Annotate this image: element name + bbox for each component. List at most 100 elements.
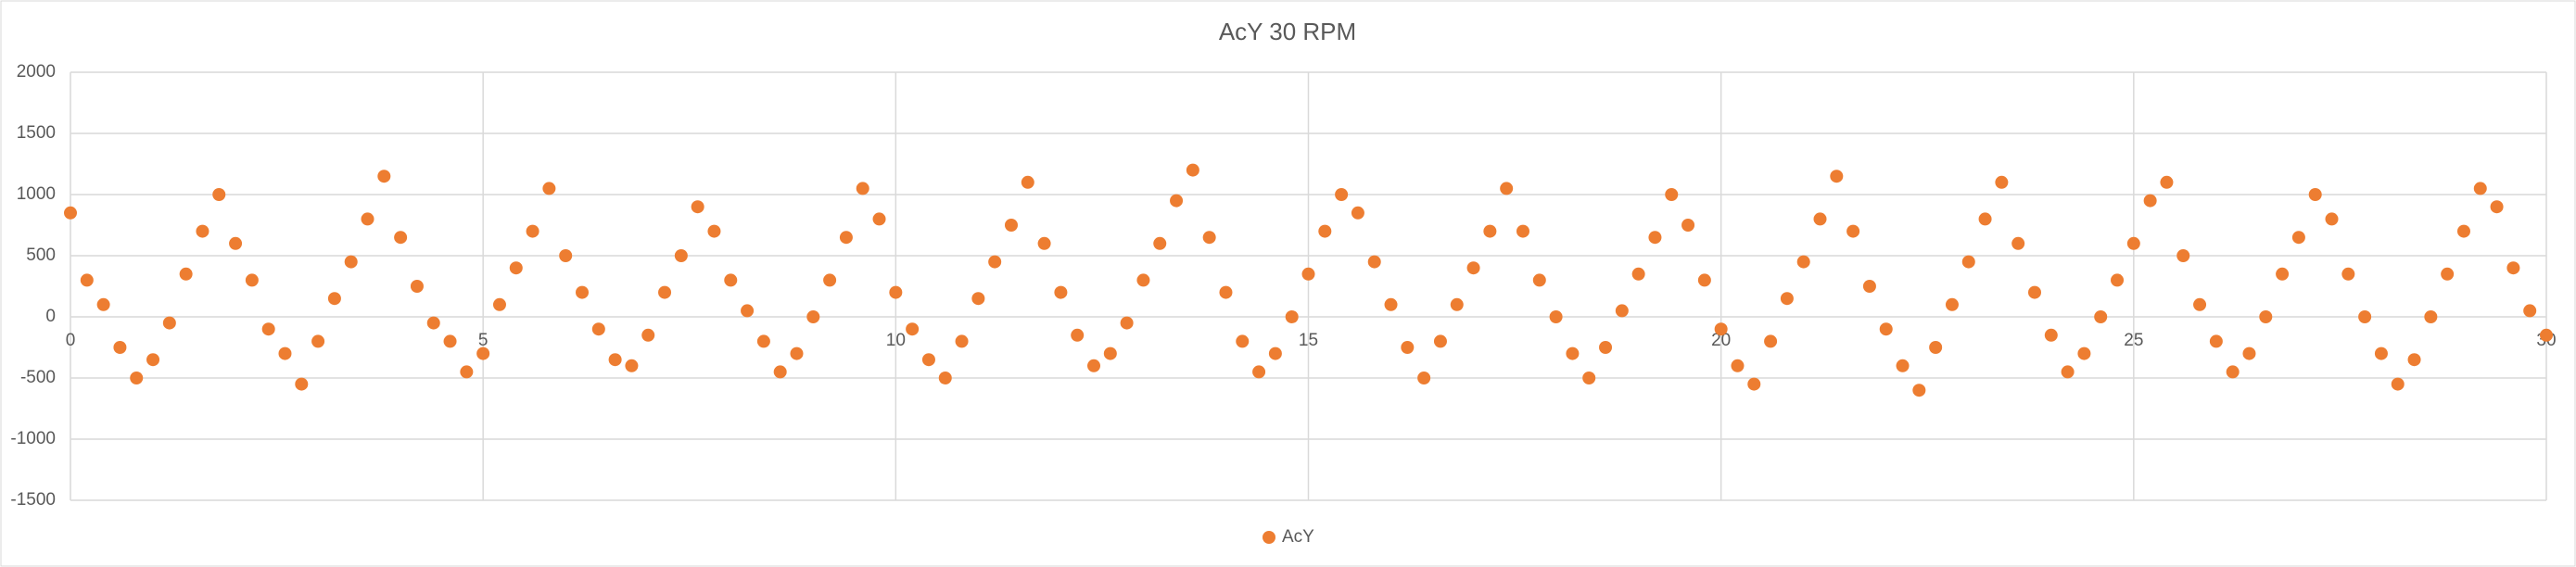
point	[1879, 322, 1893, 336]
point	[741, 304, 755, 318]
point	[2456, 224, 2470, 238]
y-tick-label: -1500	[10, 490, 56, 510]
point	[1037, 236, 1051, 250]
point	[1335, 188, 1349, 201]
y-tick-label: 1500	[17, 123, 56, 143]
point	[1153, 236, 1167, 250]
point	[823, 273, 837, 287]
point	[1071, 328, 1085, 342]
point	[1978, 212, 1992, 226]
point	[1929, 341, 1943, 354]
point	[410, 280, 424, 293]
point	[1862, 280, 1876, 293]
point	[674, 249, 688, 262]
point	[1136, 273, 1150, 287]
point	[872, 212, 886, 226]
point	[1846, 224, 1860, 238]
point	[1615, 304, 1629, 318]
point	[1747, 377, 1761, 391]
point	[1599, 341, 1613, 354]
point	[361, 212, 374, 226]
point	[1236, 334, 1250, 348]
point	[1582, 372, 1596, 384]
point	[2374, 346, 2388, 360]
point	[2143, 194, 2157, 208]
point	[1813, 212, 1827, 226]
point	[2176, 249, 2190, 262]
point	[278, 346, 292, 360]
point	[1516, 224, 1529, 238]
point	[2209, 334, 2223, 348]
y-tick-label: -1000	[10, 429, 56, 448]
point	[179, 267, 193, 281]
point	[1631, 267, 1645, 281]
point	[113, 341, 127, 354]
point	[1896, 359, 1910, 372]
point	[344, 255, 358, 269]
point	[509, 261, 523, 275]
x-tick-label: 5	[478, 331, 489, 350]
point	[80, 273, 94, 287]
point	[1648, 231, 1662, 245]
point	[2358, 310, 2372, 323]
point	[2111, 273, 2125, 287]
legend-marker	[1263, 531, 1275, 544]
point	[641, 328, 655, 342]
point	[2341, 267, 2355, 281]
point	[64, 206, 77, 220]
point	[526, 224, 539, 238]
point	[2044, 328, 2058, 342]
y-tick-label: 2000	[17, 62, 56, 82]
point	[2540, 328, 2553, 342]
point	[2325, 212, 2339, 226]
point	[889, 285, 903, 299]
point	[1367, 255, 1381, 269]
point	[576, 285, 590, 299]
point	[1384, 297, 1398, 311]
point	[1665, 188, 1679, 201]
point	[229, 236, 243, 250]
point	[1318, 224, 1332, 238]
point	[938, 372, 952, 384]
chart-title: AcY 30 RPM	[1219, 18, 1356, 45]
point	[955, 334, 969, 348]
point	[1021, 175, 1034, 189]
point	[146, 353, 160, 367]
point	[2094, 310, 2108, 323]
point	[2506, 261, 2520, 275]
point	[2160, 175, 2174, 189]
point	[2259, 310, 2273, 323]
point	[1780, 292, 1794, 306]
point	[377, 170, 391, 183]
point	[2473, 182, 2487, 195]
y-tick-label: 500	[26, 246, 56, 265]
point	[1285, 310, 1299, 323]
point	[1433, 334, 1447, 348]
point	[1681, 219, 1695, 232]
point	[2523, 304, 2537, 318]
point	[2308, 188, 2322, 201]
point	[1301, 267, 1315, 281]
point	[591, 322, 605, 336]
point	[295, 377, 309, 391]
x-tick-label: 0	[66, 331, 76, 350]
x-tick-label: 10	[886, 331, 906, 350]
point	[691, 200, 704, 214]
point	[1764, 334, 1778, 348]
point	[1714, 322, 1728, 336]
point	[1120, 316, 1134, 330]
y-tick-label: -500	[20, 368, 56, 387]
point	[1417, 372, 1431, 384]
point	[1103, 346, 1117, 360]
point	[1912, 384, 1926, 397]
point	[130, 372, 144, 384]
point	[492, 297, 506, 311]
point	[856, 182, 869, 195]
point	[542, 182, 556, 195]
y-tick-label: 1000	[17, 184, 56, 204]
point	[327, 292, 341, 306]
point	[1252, 365, 1266, 379]
point	[1483, 224, 1497, 238]
point	[1500, 182, 1514, 195]
point	[1054, 285, 1068, 299]
